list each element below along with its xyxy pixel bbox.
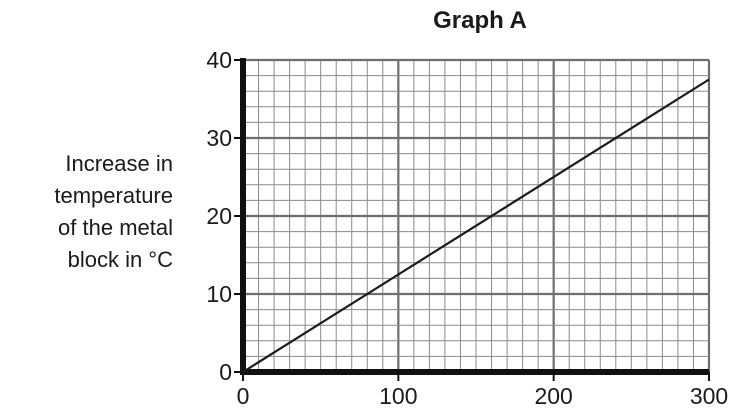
- x-tick-label: 100: [379, 383, 417, 409]
- axes: [234, 58, 710, 381]
- y-axis-label-line-4: block in °C: [68, 247, 174, 272]
- series-layer: [242, 78, 710, 373]
- x-tick-label: 0: [237, 383, 250, 409]
- x-tick-label: 200: [534, 383, 572, 409]
- y-axis-label-line-1: Increase in: [65, 151, 173, 176]
- series-line: [242, 78, 710, 373]
- y-tick-label: 20: [206, 203, 232, 229]
- tick-labels: 0 10 20 30 40 0 100 200 300: [206, 47, 728, 409]
- y-axis-label-line-3: of the metal: [58, 215, 173, 240]
- chart-title: Graph A: [433, 7, 527, 34]
- x-tick-label: 300: [690, 383, 728, 409]
- y-axis-label-line-2: temperature: [54, 183, 173, 208]
- y-tick-label: 40: [206, 47, 232, 73]
- y-tick-label: 0: [219, 359, 232, 385]
- y-tick-label: 30: [206, 125, 232, 151]
- y-tick-label: 10: [206, 281, 232, 307]
- grid: [241, 58, 711, 374]
